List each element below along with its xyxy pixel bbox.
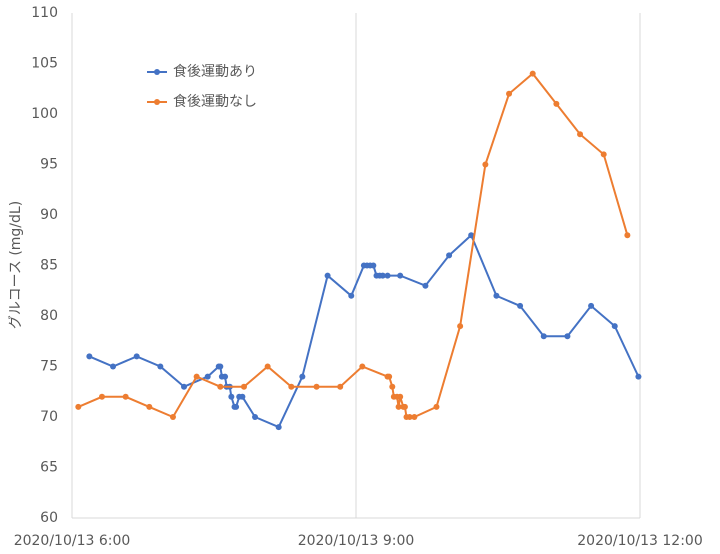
data-point [406,414,413,420]
y-tick-label: 60 [40,510,58,526]
data-point [493,292,500,299]
data-point [433,403,440,410]
data-point [540,333,547,340]
data-point [389,383,396,390]
data-point [217,383,224,390]
data-point [133,353,140,360]
data-point [239,393,246,400]
data-point [506,90,513,97]
data-point [264,363,271,370]
data-point [517,302,524,309]
legend-label: 食後運動なし [173,93,257,110]
y-axis-label: グルコース (mg/dL) [8,201,24,329]
y-tick-label: 105 [31,56,58,72]
y-tick-label: 85 [40,258,58,274]
data-point [411,414,418,420]
y-tick-label: 110 [31,5,58,21]
data-point [468,232,475,239]
data-point [386,373,393,380]
data-point [482,161,489,168]
legend-label: 食後運動あり [173,63,257,80]
data-point [122,393,129,400]
y-tick-label: 70 [40,409,58,425]
data-point [588,302,595,309]
data-point [228,393,235,400]
x-tick-label: 2020/10/13 12:00 [577,533,703,549]
data-point [635,373,642,380]
data-point [553,100,560,107]
data-point [169,414,176,420]
data-point [379,272,386,279]
data-point [395,403,402,410]
data-point [564,333,571,340]
data-point [86,353,93,360]
legend-marker [154,99,160,105]
legend-marker [154,69,160,75]
y-tick-label: 95 [40,157,58,173]
data-point [288,383,295,390]
x-tick-label: 2020/10/13 9:00 [298,533,415,549]
data-point [457,323,464,330]
data-point [446,252,453,259]
data-point [337,383,344,390]
y-tick-label: 75 [40,359,58,375]
data-point [110,363,117,370]
data-point [600,151,607,158]
data-point [624,232,631,239]
data-point [401,403,408,410]
data-point [313,383,320,390]
data-point [204,373,211,380]
data-point [193,373,200,380]
data-point [324,272,331,279]
data-point [397,272,404,279]
y-tick-label: 80 [40,308,58,324]
data-point [275,424,282,431]
data-point [233,403,240,410]
x-tick-label: 2020/10/13 6:00 [14,533,131,549]
data-point [181,383,188,390]
data-point [240,383,247,390]
data-point [370,262,377,269]
y-tick-label: 90 [40,207,58,223]
data-point [157,363,164,370]
y-tick-label: 100 [31,106,58,122]
data-point [359,363,366,370]
data-point [299,373,306,380]
data-point [397,393,404,400]
data-point [577,131,584,138]
data-point [611,323,618,330]
data-point [252,414,259,420]
data-point [146,403,153,410]
data-point [529,70,536,77]
data-point [384,272,391,279]
data-point [422,282,429,289]
data-point [98,393,105,400]
y-tick-label: 65 [40,460,58,476]
data-point [222,373,229,380]
data-point [75,403,82,410]
data-point [217,363,224,370]
data-point [348,292,355,299]
